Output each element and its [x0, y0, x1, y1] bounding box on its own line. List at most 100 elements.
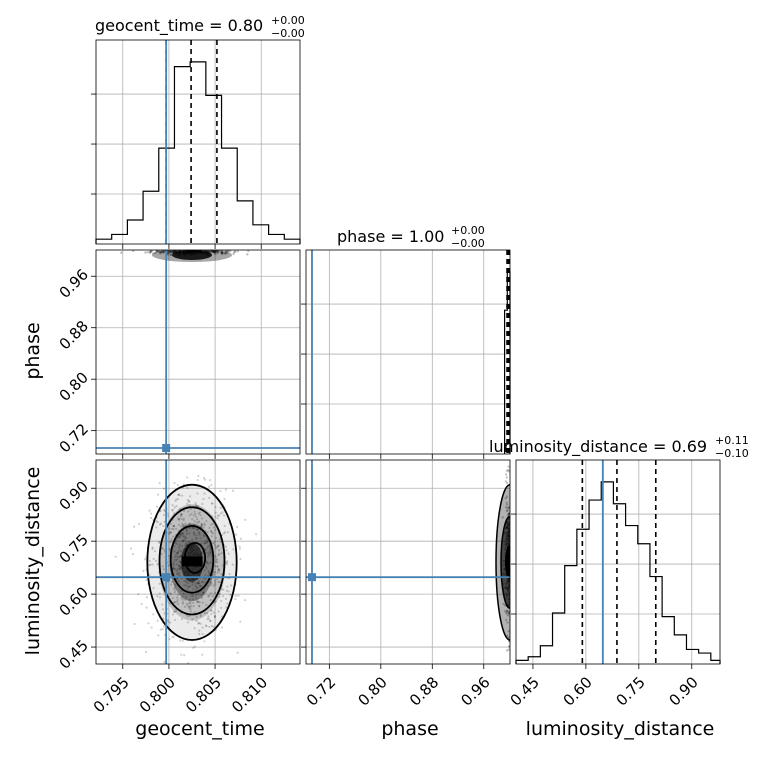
gtld-sample-point [193, 645, 197, 648]
gtph-sample-point [148, 251, 152, 255]
gtld-sample-point [215, 578, 218, 581]
gtld-sample-point [185, 581, 189, 584]
gtld-yticklabel-1: 0.60 [56, 583, 92, 619]
gtld-sample-point [214, 581, 217, 584]
gtld-sample-point [213, 591, 217, 594]
gtld-sample-point [204, 542, 207, 545]
gtld-sample-point [243, 599, 247, 602]
gtld-sample-point [165, 665, 167, 667]
gtld-sample-point [191, 581, 194, 584]
gtld-xticklabel-2: 0.805 [182, 673, 225, 716]
gtph-sample-point [166, 253, 170, 256]
gtld-sample-point [173, 586, 177, 589]
ph-hist-frame [305, 249, 511, 455]
gtph-sample-point [215, 250, 219, 253]
gtld-sample-point [137, 522, 140, 526]
gtph-sample-point [220, 250, 223, 254]
gtld-sample-point [218, 552, 221, 556]
gtld-sample-point [177, 523, 181, 526]
gtld-sample-point [222, 514, 226, 517]
gtld-sample-point [205, 541, 208, 544]
gtld-contour-2 [169, 525, 215, 594]
gtph-sample-point [174, 250, 177, 252]
gtld-sample-point [167, 564, 170, 567]
gtld-sample-point [188, 605, 191, 608]
gtld-sample-point [169, 522, 172, 525]
phld-sample-point [505, 501, 508, 504]
gtph-sample-point [158, 252, 162, 255]
gtld-sample-point [177, 536, 180, 539]
gtph-sample-point [224, 250, 228, 253]
gtph-sample-point [172, 250, 175, 253]
gtld-sample-point [131, 553, 134, 556]
gtld-sample-point [188, 532, 191, 535]
gtld-sample-point [204, 549, 207, 552]
gtld-sample-point [202, 497, 205, 501]
gtld-sample-point [176, 558, 179, 561]
gtld-sample-point [195, 587, 198, 590]
gtph-yticklabel-1: 0.80 [56, 368, 92, 404]
gtld-sample-point [208, 550, 211, 553]
gtld-sample-point [200, 523, 204, 526]
phld-sample-point [503, 610, 507, 613]
gtph-sample-point [160, 250, 163, 254]
gtld-sample-point [177, 550, 180, 553]
gtld-sample-point [214, 555, 217, 558]
gtld-sample-point [209, 529, 212, 533]
gtld-sample-point [161, 608, 165, 611]
gtld-sample-point [157, 634, 160, 637]
gtld-sample-point [195, 615, 198, 619]
gtph-sample-point [220, 251, 223, 254]
phld-sample-point [508, 645, 510, 648]
gtld-sample-point [198, 632, 201, 635]
gtld-sample-point [196, 478, 199, 482]
gtld-sample-point [186, 589, 189, 592]
gtld-sample-point [196, 581, 199, 584]
gt-hist-frame [95, 39, 301, 245]
gtld-sample-point [207, 545, 210, 548]
gtld-sample-point [161, 565, 164, 568]
phld-sample-point [505, 476, 508, 479]
gtld-sample-point [171, 613, 175, 616]
gtph-sample-point [220, 252, 224, 255]
gtld-sample-point [176, 572, 180, 575]
gtld-sample-point [203, 535, 206, 538]
gtph-sample-point [167, 250, 171, 254]
gtld-sample-point [180, 513, 183, 516]
ld-hist-xticklabel-0: 0.45 [507, 673, 543, 709]
gtld-sample-point [205, 561, 209, 565]
gtld-sample-point [173, 600, 177, 604]
gtld-sample-point [189, 604, 193, 608]
gtld-sample-point [172, 587, 175, 590]
gtld-sample-point [207, 569, 210, 573]
gtph-sample-point [162, 251, 165, 254]
gtld-sample-point [167, 532, 171, 535]
phld-xticklabel-3: 0.96 [457, 673, 493, 709]
gtph-sample-point [221, 252, 224, 255]
gtld-sample-point [203, 542, 206, 545]
title-luminosity-distance-minus: −0.10 [715, 447, 749, 460]
gtld-sample-point [179, 568, 182, 571]
gtph-sample-point [171, 250, 174, 253]
gtld-sample-point [166, 512, 170, 515]
gtld-sample-point [211, 542, 214, 545]
gtld-sample-point [172, 610, 176, 613]
gtld-sample-point [220, 587, 223, 591]
gtld-sample-point [238, 547, 242, 550]
gtld-sample-point [197, 622, 200, 625]
gtld-density-peak [182, 556, 202, 567]
gtld-sample-point [199, 615, 202, 618]
gtld-sample-point [212, 532, 215, 535]
panel-luminosity-distance-histogram: 0.45 0.60 0.75 0.90 [507, 459, 721, 710]
gtld-sample-point [213, 544, 217, 547]
gtph-sample-point [159, 250, 162, 254]
gtld-xticklabel-1: 0.800 [136, 673, 179, 716]
title-geocent-time: geocent_time = 0.80 [95, 16, 263, 36]
gtld-sample-point [114, 555, 117, 558]
title-phase-name: phase [337, 227, 385, 246]
gtld-sample-point [181, 601, 185, 604]
gtld-sample-point [221, 594, 225, 598]
gtld-sample-point [178, 518, 181, 521]
gtld-sample-point [159, 628, 162, 631]
gtld-sample-point [194, 501, 197, 505]
